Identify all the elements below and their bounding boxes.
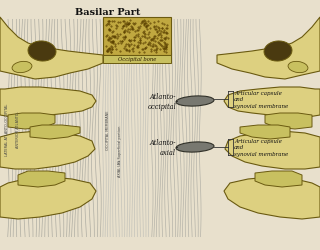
Polygon shape xyxy=(255,171,302,187)
Polygon shape xyxy=(8,114,55,130)
Text: Articular capsule
and
synovial membrane: Articular capsule and synovial membrane xyxy=(234,90,288,109)
Text: LATERAL ATLANTO-OCCIPITAL: LATERAL ATLANTO-OCCIPITAL xyxy=(5,104,9,156)
Ellipse shape xyxy=(176,96,214,107)
Polygon shape xyxy=(18,171,65,187)
Ellipse shape xyxy=(288,62,308,73)
Text: Atlanto-
axial: Atlanto- axial xyxy=(149,139,176,156)
Polygon shape xyxy=(224,177,320,219)
Polygon shape xyxy=(0,132,95,169)
Text: Atlanto-
occipital: Atlanto- occipital xyxy=(147,93,176,110)
Bar xyxy=(103,18,171,56)
Text: ANTERIOR ATLANTO-: ANTERIOR ATLANTO- xyxy=(16,111,20,148)
Ellipse shape xyxy=(176,142,214,152)
Text: Articular capsule
and
synovial membrane: Articular capsule and synovial membrane xyxy=(234,138,288,156)
Polygon shape xyxy=(0,88,96,118)
Polygon shape xyxy=(224,88,320,118)
Text: AXIAL LIG.: AXIAL LIG. xyxy=(118,158,122,176)
Polygon shape xyxy=(225,132,320,169)
Polygon shape xyxy=(30,126,80,140)
Text: Basilar Part: Basilar Part xyxy=(75,8,141,17)
Ellipse shape xyxy=(12,62,32,73)
Text: OCCIPITAL MEMBRANE: OCCIPITAL MEMBRANE xyxy=(106,110,110,149)
Polygon shape xyxy=(240,126,290,140)
Polygon shape xyxy=(0,177,96,219)
Polygon shape xyxy=(0,18,103,80)
Text: Occipital bone: Occipital bone xyxy=(118,57,156,62)
Ellipse shape xyxy=(264,42,292,62)
Polygon shape xyxy=(103,56,171,64)
Ellipse shape xyxy=(28,42,56,62)
Polygon shape xyxy=(265,114,312,130)
Polygon shape xyxy=(217,18,320,80)
Text: Its Superficial portion: Its Superficial portion xyxy=(118,125,122,164)
